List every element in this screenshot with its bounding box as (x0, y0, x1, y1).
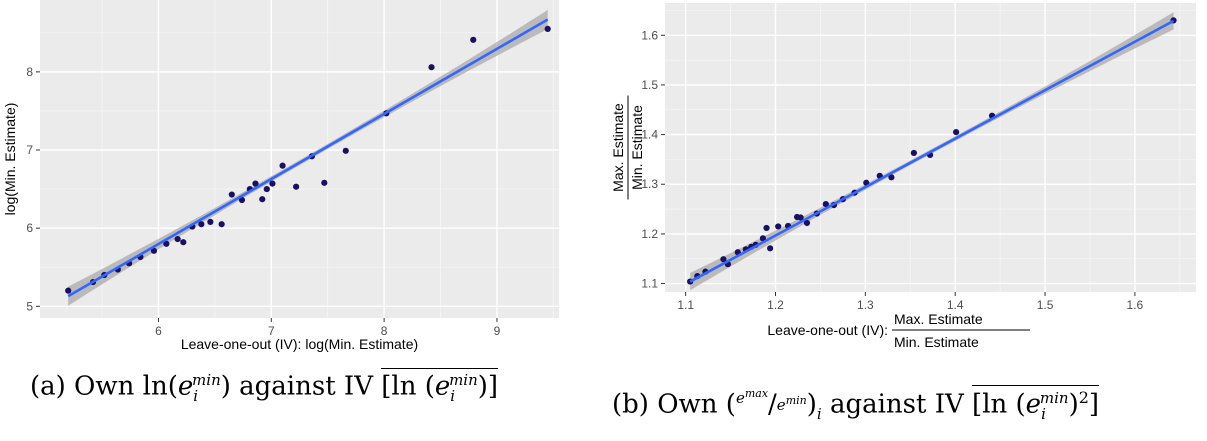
a-data-point (198, 221, 205, 228)
b-ytick-label: 1.6 (641, 28, 658, 42)
b-data-point (767, 245, 774, 252)
a-data-point (65, 287, 72, 294)
b-x-axis-title-prefix: Leave-one-out (IV): (767, 322, 888, 338)
a-data-point (174, 235, 181, 243)
b-data-point (797, 214, 804, 221)
b-data-point (720, 256, 727, 263)
a-y-axis-title: log(Min. Estimate) (2, 103, 18, 216)
a-data-point (259, 196, 266, 203)
a-ytick-label: 5 (26, 299, 33, 313)
b-ytick-label: 1.3 (641, 177, 658, 191)
a-data-point (428, 64, 435, 71)
a-data-point (263, 185, 270, 193)
b-fit-line (689, 19, 1175, 283)
b-x-axis-title-denominator: Min. Estimate (894, 334, 979, 350)
b-xtick-label: 1.6 (1127, 298, 1144, 312)
caption-a: (a) Own ln(eimin) against IV [ln (eimin)… (30, 368, 499, 405)
a-x-axis-title: Leave-one-out (IV): log(Min. Estimate) (181, 336, 418, 352)
b-ytick-label: 1.2 (641, 227, 658, 241)
caption-a-label: (a) Own (30, 371, 135, 402)
a-data-point (544, 25, 551, 33)
a-data-point (321, 179, 328, 186)
b-data-point (953, 129, 960, 136)
b-data-point (803, 219, 811, 227)
a-data-point (163, 240, 170, 247)
b-ytick-label: 1.5 (641, 78, 658, 92)
b-xtick-label: 1.3 (857, 298, 874, 312)
a-fit-line (67, 18, 549, 298)
b-y-axis-title: Max. Estimate Min. Estimate (610, 95, 645, 200)
a-data-point (180, 239, 187, 246)
b-y-axis-title-numerator: Max. Estimate (610, 103, 626, 192)
b-data-point (759, 235, 767, 242)
a-data-point (252, 180, 259, 187)
a-ytick-label: 7 (26, 143, 33, 157)
b-ytick-label: 1.4 (641, 128, 658, 142)
a-xtick-label: 9 (494, 324, 501, 338)
b-xtick-label: 1.2 (767, 298, 784, 312)
b-xtick-label: 1.5 (1037, 298, 1054, 312)
caption-b-label: (b) Own (612, 389, 718, 420)
b-data-point (822, 201, 829, 208)
b-data-point (910, 149, 917, 157)
chart-b: 1.1 1.2 1.3 1.4 1.5 1.6 1.1 1.2 1.3 1.4 1.5 1.6 Leav… (610, 3, 1196, 350)
caption-b-mid: against IV (829, 389, 964, 420)
a-data-point (150, 247, 158, 254)
a-data-point (228, 191, 235, 198)
b-y-axis-title-denominator: Min. Estimate (629, 105, 645, 190)
a-xtick-label: 6 (155, 324, 162, 338)
a-ytick-label: 6 (26, 221, 33, 235)
a-data-point (293, 183, 300, 190)
b-data-point (763, 224, 770, 232)
a-data-point (470, 36, 477, 43)
a-data-point (279, 162, 286, 169)
b-xtick-label: 1.1 (677, 298, 694, 312)
a-xtick-label: 7 (268, 324, 275, 338)
a-data-point (269, 180, 276, 187)
a-ytick-label: 8 (26, 65, 33, 79)
caption-a-mid: against IV (239, 371, 373, 402)
a-xtick-label: 8 (381, 324, 388, 338)
a-data-point (238, 196, 246, 204)
b-xtick-label: 1.4 (947, 298, 964, 312)
b-data-point (888, 174, 895, 181)
a-data-point (207, 218, 214, 225)
a-data-point (218, 221, 225, 228)
b-x-axis-title-numerator: Max. Estimate (894, 311, 983, 327)
caption-b: (b) Own (emax/emin)i against IV [ln (eim… (612, 385, 1100, 423)
b-data-point (775, 223, 782, 230)
a-data-point (342, 147, 349, 154)
b-ytick-label: 1.1 (641, 277, 658, 291)
